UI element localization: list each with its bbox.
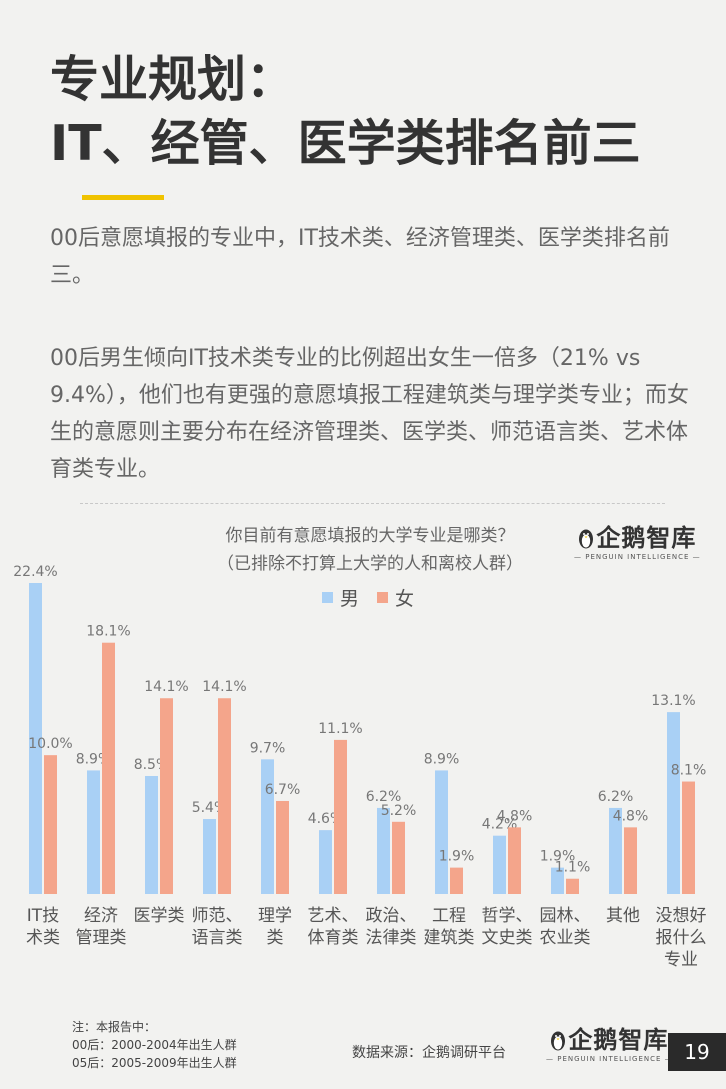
category-label-9: 园林、 [540,906,591,926]
legend-female-label: 女 [395,587,415,610]
section-divider [80,503,665,504]
logo-top: 企鹅智库 — PENGUIN INTELLIGENCE — [574,524,701,562]
value-label-male-7: 8.9% [424,751,460,767]
bar-male-10 [609,807,622,894]
penguin-icon [551,1031,566,1051]
value-label-female-10: 4.8% [613,808,649,824]
category-label-6: 法律类 [366,928,417,948]
category-label-10: 其他 [606,906,640,926]
legend-female-swatch [377,591,389,603]
category-label-11: 专业 [664,950,698,970]
page-title: 专业规划： IT、经管、医学类排名前三 [50,48,641,176]
title-accent-bar [82,195,164,200]
logo-bottom-sub: — PENGUIN INTELLIGENCE — [546,1055,673,1063]
legend-male-swatch [322,591,333,603]
bar-male-11 [667,712,680,894]
value-label-female-7: 1.9% [439,849,475,865]
legend-male: 男 [322,584,359,611]
chart-subtitle: （已排除不打算上大学的人和离校人群） [217,554,523,574]
value-label-female-6: 5.2% [381,803,417,819]
legend-male-label: 男 [340,587,360,610]
bar-chart: 22.4%10.0%IT技术类8.9%18.1%经济管理类8.5%14.1%医学… [13,564,707,970]
bar-female-10 [624,827,637,894]
bar-male-2 [145,775,158,894]
category-label-8: 哲学、 [482,906,533,926]
bar-male-6 [377,807,390,894]
intro-paragraph: 00后意愿填报的专业中，IT技术类、经济管理类、医学类排名前三。 [50,226,670,288]
category-label-2: 医学类 [134,906,185,926]
category-label-5: 体育类 [308,928,359,948]
chart-legend: 男 女 [322,584,432,610]
legend-female: 女 [377,584,414,611]
value-label-female-11: 8.1% [671,763,707,779]
value-label-female-9: 1.1% [555,860,591,876]
bar-female-7 [450,867,463,894]
report-notes: 注：本报告中： 00后：2000-2004年出生人群 05后：2005-2009… [72,1018,237,1072]
title-line-2: IT、经管、医学类排名前三 [50,115,641,172]
logo-bottom-name: 企鹅智库 [568,1026,669,1054]
bar-female-11 [682,781,695,894]
bar-female-9 [566,878,579,894]
value-label-male-10: 6.2% [598,789,634,805]
category-label-0: 术类 [26,928,60,948]
category-label-5: 艺术、 [308,906,359,926]
logo-bottom: 企鹅智库 — PENGUIN INTELLIGENCE — [546,1026,673,1064]
bar-male-9 [551,867,564,894]
category-label-3: 师范、 [192,906,243,926]
category-label-11: 没想好 [656,906,707,926]
value-label-female-3: 14.1% [202,679,246,695]
bar-female-2 [160,698,173,894]
notes-line-1: 注：本报告中： [72,1020,157,1034]
category-label-1: 经济 [84,906,118,926]
bar-female-0 [44,755,57,894]
bar-male-1 [87,770,100,894]
category-label-7: 建筑类 [424,928,475,948]
bar-male-5 [319,830,332,894]
category-label-1: 管理类 [76,928,127,948]
bar-male-7 [435,770,448,894]
bar-male-4 [261,759,274,894]
category-label-9: 农业类 [540,928,591,948]
notes-line-3: 05后：2005-2009年出生人群 [72,1056,237,1070]
chart-title: 你目前有意愿填报的大学专业是哪类？ [225,526,515,546]
category-label-4: 类 [267,928,284,948]
bar-male-8 [493,835,506,894]
bar-female-3 [218,698,231,894]
value-label-male-9: 1.9% [540,849,576,865]
bar-male-3 [203,819,216,894]
title-line-1: 专业规划： [50,51,296,108]
notes-line-2: 00后：2000-2004年出生人群 [72,1038,237,1052]
bar-female-5 [334,739,347,894]
logo-top-name: 企鹅智库 [596,524,697,552]
value-label-female-4: 6.7% [265,782,301,798]
category-label-6: 政治、 [366,906,417,926]
bar-female-4 [276,800,289,894]
penguin-icon [579,529,594,549]
category-label-3: 语言类 [192,928,243,948]
value-label-female-8: 4.8% [497,808,533,824]
value-label-male-0: 22.4% [13,564,57,580]
category-label-4: 理学 [258,906,292,926]
bar-male-0 [29,583,42,894]
value-label-female-2: 14.1% [144,679,188,695]
category-label-8: 文史类 [482,928,533,948]
bar-female-1 [102,642,115,894]
value-label-female-0: 10.0% [28,736,72,752]
page-number: 19 [668,1033,726,1071]
category-label-0: IT技 [27,906,59,926]
bar-female-6 [392,821,405,894]
category-label-11: 报什么 [656,928,707,948]
data-source: 数据来源：企鹅调研平台 [352,1045,506,1061]
value-label-male-11: 13.1% [651,693,695,709]
value-label-female-1: 18.1% [86,624,130,640]
category-label-7: 工程 [432,906,466,926]
bar-female-8 [508,827,521,894]
detail-paragraph: 00后男生倾向IT技术类专业的比例超出女生一倍多（21% vs 9.4%），他们… [50,346,689,482]
value-label-female-5: 11.1% [318,721,362,737]
logo-top-sub: — PENGUIN INTELLIGENCE — [574,553,701,561]
value-label-male-6: 6.2% [366,789,402,805]
value-label-male-4: 9.7% [250,740,286,756]
